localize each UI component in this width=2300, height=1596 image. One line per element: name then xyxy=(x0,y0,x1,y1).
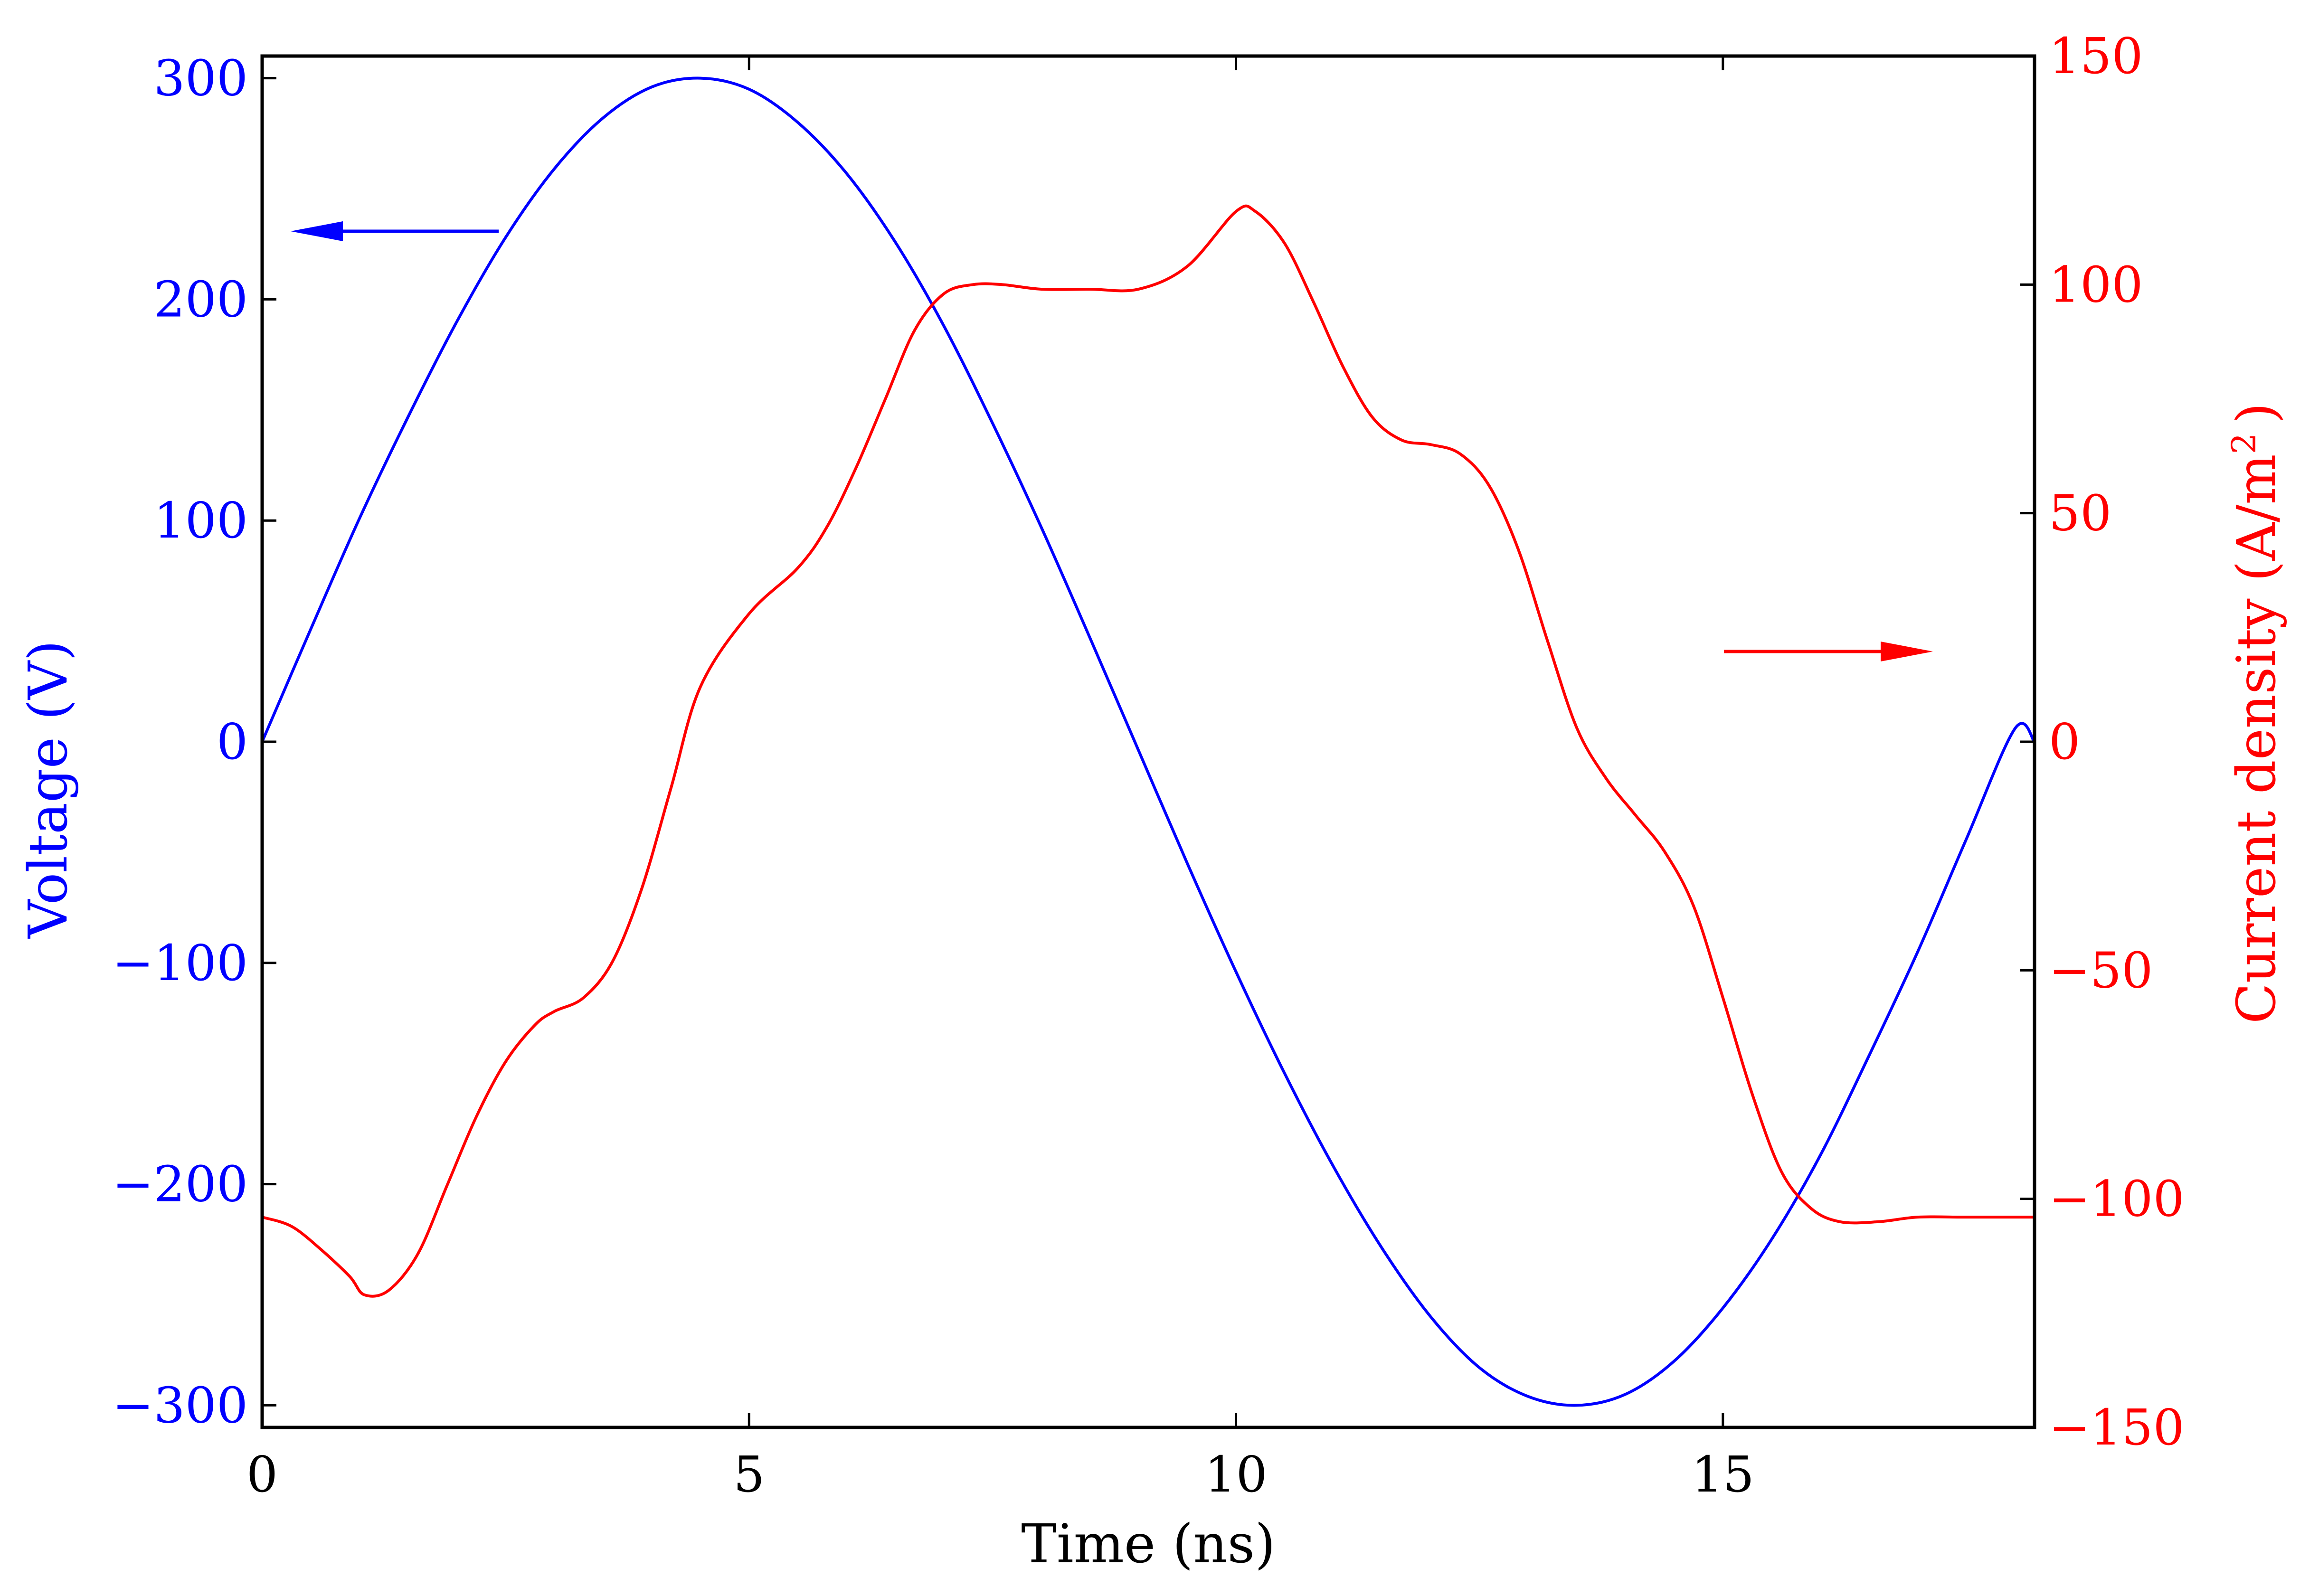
x-tick-label: 10 xyxy=(1204,1445,1267,1503)
right-axis-arrow-head xyxy=(1881,642,1933,661)
y-right-tick-label: −150 xyxy=(2049,1398,2185,1456)
y-right-tick-label: 50 xyxy=(2049,484,2111,542)
y-right-axis-title: Current density (A/m2) xyxy=(2224,403,2288,1024)
current-density-series-line xyxy=(262,204,2035,1298)
x-tick-label: 15 xyxy=(1692,1445,1754,1503)
left-axis-arrow-head xyxy=(291,221,343,241)
axis-labels: 0 5 10 15 −300 −200 −100 0 100 200 300 −150 −100 −50 0… xyxy=(112,27,2184,1503)
plot-frame xyxy=(260,54,2036,1429)
y-right-axis-title-suffix: ) xyxy=(2226,403,2288,424)
y-right-tick-label: 150 xyxy=(2049,27,2143,85)
y-left-tick-label: −200 xyxy=(112,1155,248,1213)
voltage-series-line xyxy=(262,76,2035,1407)
y-left-tick-label: 300 xyxy=(153,49,248,107)
y-left-axis-title: Voltage (V) xyxy=(18,640,79,939)
y-right-tick-label: −100 xyxy=(2049,1170,2185,1228)
y-right-tick-label: −50 xyxy=(2049,941,2153,999)
axis-ticks xyxy=(261,55,2035,1429)
y-right-axis-title-main: Current density (A/m xyxy=(2226,454,2288,1024)
y-left-tick-label: 200 xyxy=(153,270,248,328)
x-tick-label: 5 xyxy=(733,1445,765,1503)
x-axis-title: Time (ns) xyxy=(1021,1513,1276,1575)
y-right-tick-label: 0 xyxy=(2049,713,2080,771)
y-left-tick-label: 100 xyxy=(153,491,248,549)
annotation-arrows xyxy=(291,221,1933,661)
y-right-axis-title-superscript: 2 xyxy=(2224,433,2263,454)
x-tick-label: 0 xyxy=(246,1445,278,1503)
y-right-tick-label: 100 xyxy=(2049,255,2143,313)
y-left-tick-label: 0 xyxy=(217,713,248,771)
y-left-tick-label: −300 xyxy=(112,1376,248,1434)
y-left-tick-label: −100 xyxy=(112,934,248,992)
plot-content xyxy=(262,76,2035,1407)
